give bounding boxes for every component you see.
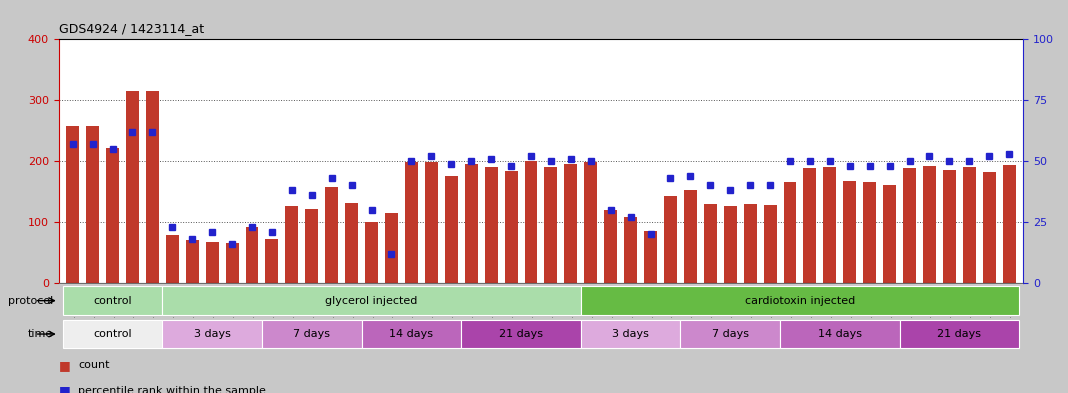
Bar: [863, 182, 876, 283]
Bar: [581, 320, 680, 348]
Text: percentile rank within the sample: percentile rank within the sample: [78, 386, 266, 393]
Bar: [844, 181, 857, 283]
Bar: [764, 205, 776, 283]
Bar: [983, 172, 995, 283]
Bar: [162, 320, 262, 348]
Bar: [823, 167, 836, 283]
Bar: [87, 126, 99, 283]
Text: ■: ■: [59, 359, 70, 372]
Text: control: control: [93, 329, 131, 339]
Text: 14 days: 14 days: [390, 329, 434, 339]
Text: control: control: [93, 296, 131, 306]
Bar: [644, 231, 657, 283]
Bar: [326, 187, 339, 283]
Bar: [126, 91, 139, 283]
Bar: [724, 206, 737, 283]
Bar: [246, 227, 258, 283]
Bar: [704, 204, 717, 283]
Bar: [285, 206, 298, 283]
Bar: [386, 213, 398, 283]
Bar: [963, 167, 976, 283]
Bar: [362, 320, 461, 348]
Bar: [63, 286, 162, 315]
Bar: [581, 286, 1019, 315]
Bar: [262, 320, 362, 348]
Bar: [784, 182, 797, 283]
Bar: [584, 162, 597, 283]
Bar: [664, 196, 677, 283]
Bar: [604, 210, 617, 283]
Text: count: count: [78, 360, 109, 371]
Bar: [63, 320, 162, 348]
Bar: [923, 166, 936, 283]
Bar: [461, 320, 581, 348]
Bar: [904, 169, 916, 283]
Bar: [564, 164, 578, 283]
Bar: [225, 243, 238, 283]
Bar: [162, 286, 581, 315]
Bar: [106, 148, 119, 283]
Bar: [365, 222, 378, 283]
Text: protocol: protocol: [9, 296, 53, 306]
Bar: [504, 171, 518, 283]
Text: glycerol injected: glycerol injected: [326, 296, 418, 306]
Bar: [943, 170, 956, 283]
Bar: [624, 217, 638, 283]
Text: 3 days: 3 days: [193, 329, 231, 339]
Bar: [684, 190, 696, 283]
Text: 7 days: 7 days: [711, 329, 749, 339]
Bar: [305, 209, 318, 283]
Bar: [780, 320, 899, 348]
Bar: [146, 91, 159, 283]
Bar: [743, 204, 756, 283]
Bar: [524, 161, 537, 283]
Bar: [485, 167, 498, 283]
Bar: [345, 202, 358, 283]
Text: 21 days: 21 days: [499, 329, 543, 339]
Bar: [186, 240, 199, 283]
Bar: [1003, 165, 1016, 283]
Bar: [405, 162, 418, 283]
Text: GDS4924 / 1423114_at: GDS4924 / 1423114_at: [59, 22, 204, 35]
Text: cardiotoxin injected: cardiotoxin injected: [744, 296, 855, 306]
Bar: [425, 162, 438, 283]
Text: 7 days: 7 days: [294, 329, 330, 339]
Bar: [444, 176, 458, 283]
Text: 14 days: 14 days: [818, 329, 862, 339]
Bar: [899, 320, 1019, 348]
Bar: [266, 239, 279, 283]
Bar: [545, 167, 557, 283]
Bar: [465, 164, 477, 283]
Bar: [883, 185, 896, 283]
Bar: [66, 126, 79, 283]
Bar: [680, 320, 780, 348]
Bar: [206, 242, 219, 283]
Text: time: time: [28, 329, 53, 339]
Text: 3 days: 3 days: [612, 329, 649, 339]
Text: 21 days: 21 days: [938, 329, 981, 339]
Bar: [803, 169, 816, 283]
Bar: [166, 235, 178, 283]
Text: ■: ■: [59, 384, 70, 393]
